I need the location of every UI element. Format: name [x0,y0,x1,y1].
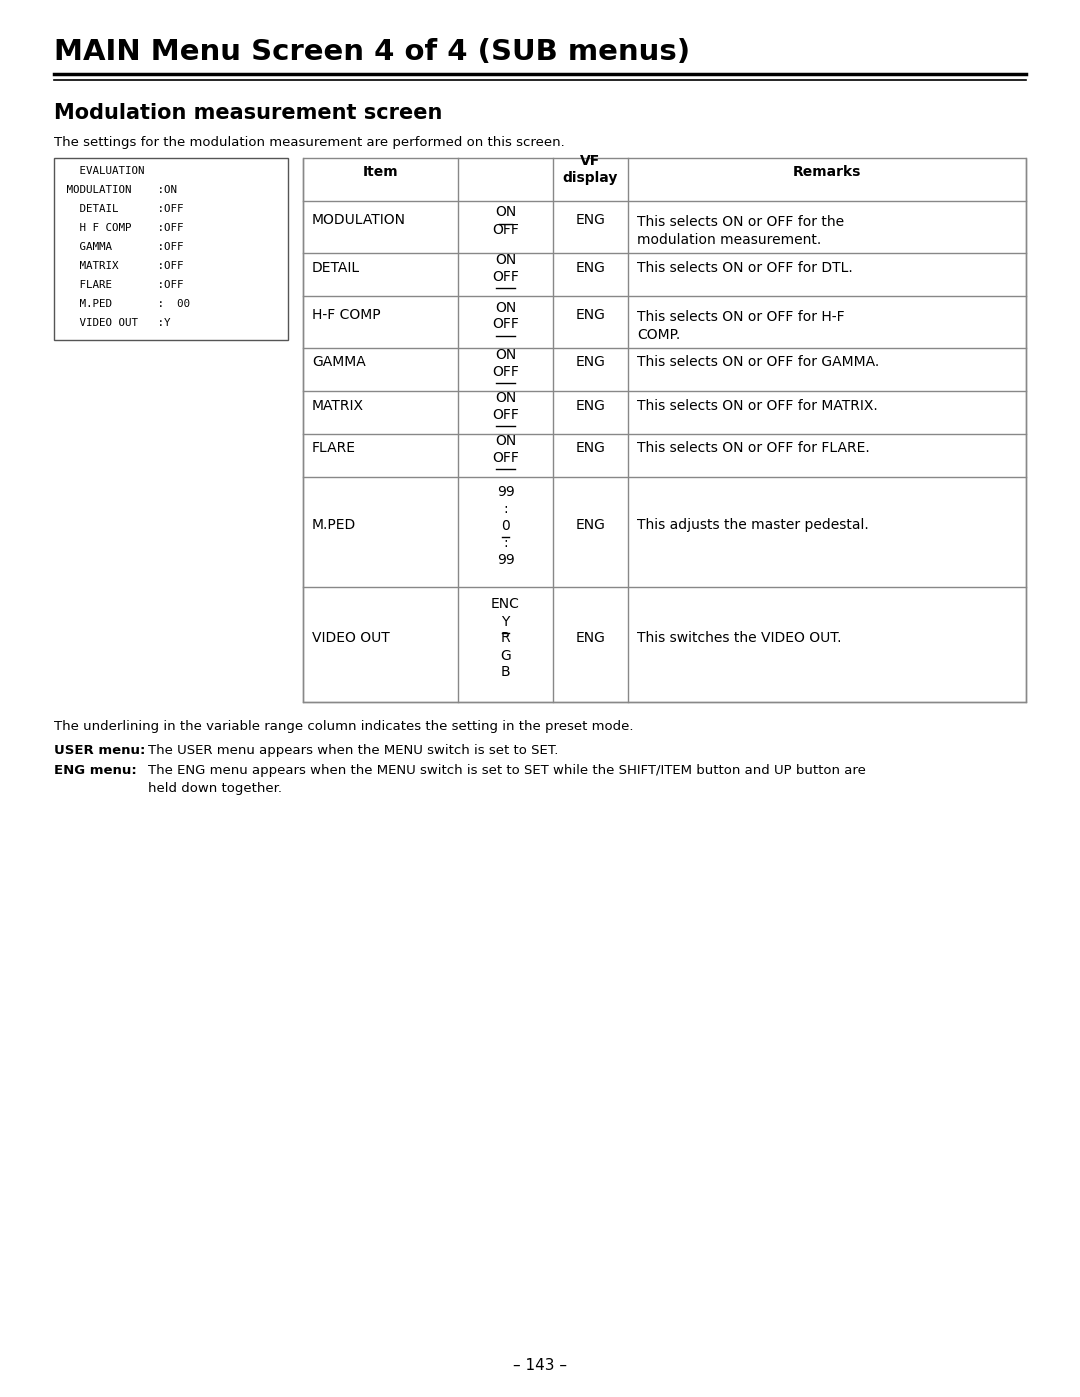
Text: ENG: ENG [576,518,606,532]
Text: The settings for the modulation measurement are performed on this screen.: The settings for the modulation measurem… [54,136,565,149]
Text: ON: ON [495,348,516,362]
Text: ENG: ENG [576,355,606,369]
Text: H F COMP    :OFF: H F COMP :OFF [60,224,184,233]
Text: VIDEO OUT   :Y: VIDEO OUT :Y [60,319,171,328]
Text: MODULATION    :ON: MODULATION :ON [60,184,177,196]
Text: This selects ON or OFF for H-F: This selects ON or OFF for H-F [637,310,845,324]
Text: The underlining in the variable range column indicates the setting in the preset: The underlining in the variable range co… [54,719,634,733]
Text: FLARE       :OFF: FLARE :OFF [60,279,184,291]
Text: ENC: ENC [491,598,519,612]
Text: EVALUATION: EVALUATION [60,166,145,176]
Text: ON: ON [495,205,516,219]
Text: MATRIX      :OFF: MATRIX :OFF [60,261,184,271]
Text: ENG: ENG [576,260,606,274]
Text: B: B [501,665,511,679]
Text: COMP.: COMP. [637,328,680,342]
Text: M.PED: M.PED [312,518,356,532]
Bar [303,158,1026,703]
Text: 0: 0 [501,520,510,534]
Text: This selects ON or OFF for DTL.: This selects ON or OFF for DTL. [637,260,853,274]
Text: ON: ON [495,253,516,267]
Text: This selects ON or OFF for GAMMA.: This selects ON or OFF for GAMMA. [637,355,879,369]
Text: OFF: OFF [492,317,518,331]
Text: ENG: ENG [576,630,606,644]
Text: OFF: OFF [492,365,518,379]
Text: Y: Y [501,615,510,629]
Text: 99: 99 [497,553,514,567]
Text: This selects ON or OFF for the: This selects ON or OFF for the [637,215,845,229]
Text: H-F COMP: H-F COMP [312,307,380,321]
Text: GAMMA       :OFF: GAMMA :OFF [60,242,184,251]
Text: VF
display: VF display [563,154,618,186]
Text: GAMMA: GAMMA [312,355,366,369]
Text: This selects ON or OFF for MATRIX.: This selects ON or OFF for MATRIX. [637,398,878,412]
Text: USER menu:: USER menu: [54,745,146,757]
Text: modulation measurement.: modulation measurement. [637,233,821,247]
Text: This adjusts the master pedestal.: This adjusts the master pedestal. [637,518,868,532]
Text: OFF: OFF [492,270,518,284]
Text: ON: ON [495,300,516,314]
Text: VIDEO OUT: VIDEO OUT [312,630,390,644]
Text: Remarks: Remarks [793,165,861,179]
Bar [54,158,288,339]
Text: OFF: OFF [492,408,518,422]
Text: This switches the VIDEO OUT.: This switches the VIDEO OUT. [637,630,841,644]
Text: OFF: OFF [492,451,518,465]
Text: ENG: ENG [576,212,606,226]
Text: Item: Item [363,165,399,179]
Text: MAIN Menu Screen 4 of 4 (SUB menus): MAIN Menu Screen 4 of 4 (SUB menus) [54,38,690,66]
Text: ENG: ENG [576,398,606,412]
Text: DETAIL: DETAIL [312,260,360,274]
Text: ENG menu:: ENG menu: [54,764,137,777]
Text: ENG: ENG [576,441,606,455]
Text: MATRIX: MATRIX [312,398,364,412]
Text: 99: 99 [497,485,514,499]
Text: ON: ON [495,434,516,448]
Text: DETAIL      :OFF: DETAIL :OFF [60,204,184,214]
Text: ON: ON [495,391,516,405]
Text: G: G [500,648,511,662]
Text: M.PED       :  00: M.PED : 00 [60,299,190,309]
Text: :: : [503,536,508,550]
Text: – 143 –: – 143 – [513,1358,567,1373]
Text: The ENG menu appears when the MENU switch is set to SET while the SHIFT/ITEM but: The ENG menu appears when the MENU switc… [148,764,866,777]
Text: MODULATION: MODULATION [312,212,406,226]
Text: This selects ON or OFF for FLARE.: This selects ON or OFF for FLARE. [637,441,869,455]
Text: Modulation measurement screen: Modulation measurement screen [54,103,443,123]
Text: R: R [501,631,511,645]
Text: :: : [503,502,508,515]
Text: ENG: ENG [576,307,606,321]
Text: held down together.: held down together. [148,782,282,795]
Text: OFF: OFF [492,222,518,236]
Text: FLARE: FLARE [312,441,356,455]
Text: The USER menu appears when the MENU switch is set to SET.: The USER menu appears when the MENU swit… [148,745,558,757]
